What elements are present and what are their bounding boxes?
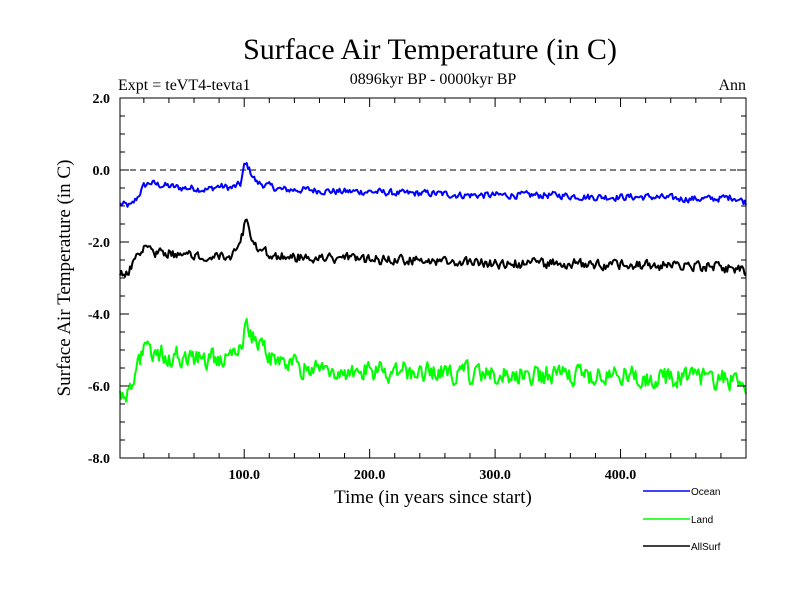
y-tick-label: -8.0 xyxy=(88,452,110,467)
y-tick-label: 0.0 xyxy=(93,164,111,179)
y-axis-label: Surface Air Temperature (in C) xyxy=(54,160,75,397)
y-tick-label: -4.0 xyxy=(88,308,110,323)
y-tick-label: 2.0 xyxy=(93,92,111,107)
series-line-allsurf xyxy=(119,218,747,278)
chart-subtitle: 0896kyr BP - 0000kyr BP xyxy=(350,71,517,88)
chart-title: Surface Air Temperature (in C) xyxy=(243,33,617,66)
y-tick-label: -6.0 xyxy=(88,380,110,395)
series-layer xyxy=(119,161,747,403)
legend-label-ocean: Ocean xyxy=(691,487,720,498)
x-tick-label: 200.0 xyxy=(354,468,386,483)
experiment-label: Expt = teVT4-tevta1 xyxy=(118,77,251,94)
period-label: Ann xyxy=(718,77,746,94)
series-line-ocean xyxy=(119,161,747,208)
legend-label-land: Land xyxy=(691,515,713,526)
plot-frame xyxy=(119,97,747,459)
legend-label-allsurf: AllSurf xyxy=(691,542,721,553)
x-tick-label: 300.0 xyxy=(479,468,511,483)
series-line-land xyxy=(119,318,747,403)
y-tick-label: -2.0 xyxy=(88,236,110,251)
x-tick-label: 100.0 xyxy=(228,468,260,483)
tick-layer: 2.0 0.0 -2.0 -4.0 -6.0 -8.0 100.0 200.0 300.0 400… xyxy=(88,92,746,483)
x-tick-label: 400.0 xyxy=(605,468,637,483)
legend: Ocean Land AllSurf xyxy=(643,487,721,553)
x-axis-label: Time (in years since start) xyxy=(334,487,532,508)
